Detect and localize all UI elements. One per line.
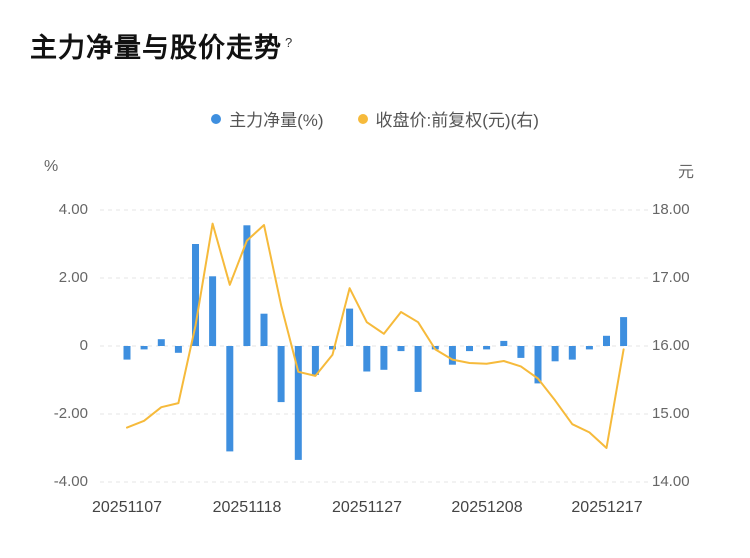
legend-dot-main-force-icon xyxy=(211,113,222,124)
bar-main-force-net[interactable] xyxy=(551,346,559,362)
legend-item-close-price[interactable]: 收盘价:前复权(元)(右) xyxy=(357,106,539,131)
chart-title: 主力净量与股价走势? xyxy=(30,26,293,65)
right-axis-tick: 17.00 xyxy=(652,269,690,286)
right-axis-unit: 元 xyxy=(677,164,694,181)
x-axis-tick: 20251127 xyxy=(332,499,402,516)
bar-main-force-net[interactable] xyxy=(517,346,525,358)
legend: 主力净量(%) 收盘价:前复权(元)(右) xyxy=(0,106,750,131)
bar-main-force-net[interactable] xyxy=(294,346,302,460)
x-axis-tick: 20251208 xyxy=(451,499,523,516)
x-axis-tick: 20251107 xyxy=(92,499,162,516)
x-axis-tick: 20251217 xyxy=(571,499,643,516)
bar-main-force-net[interactable] xyxy=(277,346,285,403)
right-axis-tick: 14.00 xyxy=(652,473,690,490)
left-axis-tick: -2.00 xyxy=(53,405,88,422)
bar-main-force-net[interactable] xyxy=(260,313,268,346)
right-axis-tick: 15.00 xyxy=(652,405,690,422)
title-help-icon[interactable]: ? xyxy=(285,35,294,50)
bar-main-force-net[interactable] xyxy=(603,335,610,346)
left-axis-tick: 0 xyxy=(79,337,88,354)
right-axis-tick: 18.00 xyxy=(652,201,690,218)
legend-item-main-force[interactable]: 主力净量(%) xyxy=(211,106,324,131)
right-axis-tick: 16.00 xyxy=(652,337,690,354)
bar-main-force-net[interactable] xyxy=(192,244,199,346)
left-axis-unit: % xyxy=(44,158,59,175)
bar-main-force-net[interactable] xyxy=(174,346,182,353)
bar-main-force-net[interactable] xyxy=(380,346,388,370)
left-axis-tick: 2.00 xyxy=(58,269,88,286)
bar-main-force-net[interactable] xyxy=(397,346,405,352)
bar-main-force-net[interactable] xyxy=(243,225,251,346)
legend-label-main-force: 主力净量(%) xyxy=(229,111,324,130)
bar-main-force-net[interactable] xyxy=(140,346,148,350)
chart-title-text: 主力净量与股价走势 xyxy=(30,33,282,63)
x-axis-tick: 20251118 xyxy=(212,499,282,516)
bar-main-force-net[interactable] xyxy=(209,276,217,346)
line-close-price[interactable] xyxy=(126,222,625,449)
bar-main-force-net[interactable] xyxy=(226,346,234,452)
bar-main-force-net[interactable] xyxy=(585,346,593,350)
bar-main-force-net[interactable] xyxy=(329,346,336,350)
bar-main-force-net[interactable] xyxy=(346,308,354,346)
bar-main-force-net[interactable] xyxy=(123,346,131,360)
bar-main-force-net[interactable] xyxy=(157,339,165,346)
bar-main-force-net[interactable] xyxy=(500,340,508,346)
bar-main-force-net[interactable] xyxy=(483,346,491,350)
bar-main-force-net[interactable] xyxy=(311,346,319,375)
bar-main-force-net[interactable] xyxy=(414,346,422,392)
legend-label-close-price: 收盘价:前复权(元)(右) xyxy=(375,111,539,130)
legend-dot-close-price-icon xyxy=(357,113,368,124)
bar-main-force-net[interactable] xyxy=(448,346,456,365)
bar-main-force-net[interactable] xyxy=(568,346,576,360)
bar-main-force-net[interactable] xyxy=(466,346,473,352)
left-axis-tick: -4.00 xyxy=(53,473,88,490)
left-axis-tick: 4.00 xyxy=(58,201,88,218)
bar-main-force-net[interactable] xyxy=(363,346,371,372)
bar-main-force-net[interactable] xyxy=(620,317,628,346)
bar-main-force-net[interactable] xyxy=(534,346,542,384)
